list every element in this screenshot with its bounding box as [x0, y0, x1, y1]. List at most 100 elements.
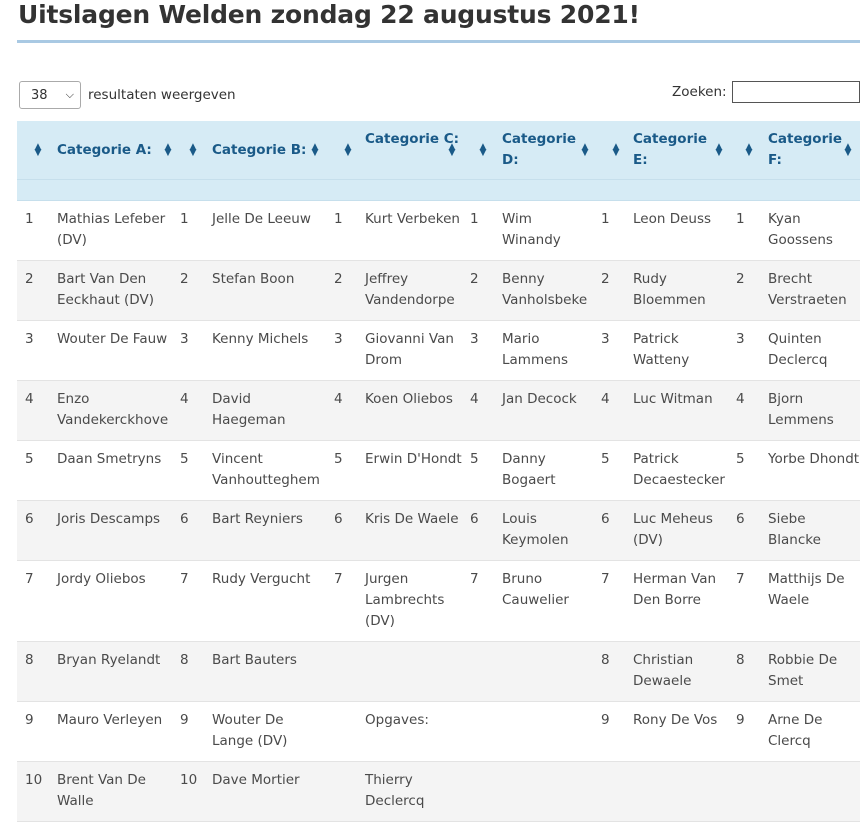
rank-cell: 9 [601, 712, 610, 728]
rank-cell: 7 [25, 571, 34, 587]
name-cell: Stefan Boon [212, 271, 295, 287]
sort-icon[interactable]: ▲ ▼ [311, 142, 319, 158]
name-cell: Bart Reyniers [212, 511, 303, 527]
rank-cell: 1 [601, 211, 610, 227]
name-cell: Herman Van Den Borre [633, 571, 717, 608]
name-cell: Christian Dewaele [633, 652, 694, 689]
name-cell: Dave Mortier [212, 772, 300, 788]
rank-cell: 2 [334, 271, 343, 287]
table-row: 7 Jordy Oliebos 7 Rudy Vergucht 7 Jurgen Lamb… [17, 561, 860, 642]
sort-icon[interactable]: ▲ ▼ [344, 142, 352, 158]
rank-cell: 9 [736, 712, 745, 728]
name-cell: Arne De Clercq [768, 712, 823, 749]
sort-icon[interactable]: ▲ ▼ [164, 142, 172, 158]
name-cell: Kyan Goossens [768, 211, 833, 248]
rank-cell: 1 [25, 211, 34, 227]
name-cell: Danny Bogaert [502, 451, 556, 488]
column-header[interactable]: Categorie A: [57, 142, 152, 158]
name-cell: Erwin D'Hondt [365, 451, 462, 467]
sort-icon[interactable]: ▲ ▼ [715, 142, 723, 158]
name-cell: Brent Van De Walle [57, 772, 146, 809]
name-cell: Yorbe Dhondt [768, 451, 860, 467]
page-length-control: 38 ⌵ resultaten weergeven [19, 81, 236, 109]
rank-cell: 10 [25, 772, 43, 788]
rank-cell: 1 [334, 211, 343, 227]
name-cell: Benny Vanholsbeke [502, 271, 588, 308]
rank-cell: 2 [736, 271, 745, 287]
name-cell: Daan Smetryns [57, 451, 162, 467]
name-cell: Jan Decock [502, 391, 577, 407]
name-cell: Wouter De Lange (DV) [212, 712, 288, 749]
sort-icon[interactable]: ▲ ▼ [745, 142, 753, 158]
title-divider [17, 40, 860, 43]
table-row: 5 Daan Smetryns 5 Vincent Vanhoutteghem 5 Erw… [17, 441, 860, 501]
table-row: 4 Enzo Vandekerckhove 4 David Haegeman 4 Koen… [17, 381, 860, 441]
rank-cell: 6 [25, 511, 34, 527]
sort-icon[interactable]: ▲ ▼ [448, 142, 456, 158]
sort-icon[interactable]: ▲ ▼ [479, 142, 487, 158]
table-row: 8 Bryan Ryelandt 8 Bart Bauters 8 Christian D… [17, 642, 860, 702]
rank-cell: 4 [470, 391, 479, 407]
rank-cell: 1 [736, 211, 745, 227]
rank-cell: 4 [180, 391, 189, 407]
sort-icon[interactable]: ▲ ▼ [34, 142, 42, 158]
rank-cell: 3 [470, 331, 479, 347]
column-header[interactable]: Categorie C: [365, 131, 460, 147]
sort-icon[interactable]: ▲ ▼ [844, 142, 852, 158]
name-cell: Bryan Ryelandt [57, 652, 161, 668]
rank-cell: 3 [25, 331, 34, 347]
name-cell: Bruno Cauwelier [502, 571, 569, 608]
name-cell: Jordy Oliebos [57, 571, 146, 587]
rank-cell: 6 [736, 511, 745, 527]
name-cell: Luc Witman [633, 391, 713, 407]
sort-icon[interactable]: ▲ ▼ [189, 142, 197, 158]
rank-cell: 8 [25, 652, 34, 668]
name-cell: Opgaves: [365, 712, 429, 728]
rank-cell: 2 [470, 271, 479, 287]
name-cell: Joris Descamps [57, 511, 161, 527]
rank-cell: 6 [601, 511, 610, 527]
page-length-select[interactable]: 38 ⌵ [19, 81, 81, 109]
column-header[interactable]: Categorie B: [212, 142, 307, 158]
name-cell: Quinten Declercq [768, 331, 828, 368]
rank-cell: 8 [601, 652, 610, 668]
rank-cell: 5 [601, 451, 610, 467]
page-title: Uitslagen Welden zondag 22 augustus 2021… [18, 0, 640, 29]
sort-icon[interactable]: ▲ ▼ [612, 142, 620, 158]
sort-icon[interactable]: ▲ ▼ [581, 142, 589, 158]
column-header[interactable]: Categorie D: [502, 131, 577, 168]
name-cell: Rony De Vos [633, 712, 718, 728]
name-cell: Siebe Blancke [768, 511, 821, 548]
rank-cell: 3 [601, 331, 610, 347]
table-row: 2 Bart Van Den Eeckhaut (DV) 2 Stefan Boon 2… [17, 261, 860, 321]
search-input[interactable] [731, 81, 860, 103]
column-header[interactable]: Categorie F: [768, 131, 843, 168]
table-row: 3 Wouter De Fauw 3 Kenny Michels 3 Giovanni V… [17, 321, 860, 381]
search-label: Zoeken: [672, 84, 727, 100]
name-cell: Jelle De Leeuw [212, 211, 311, 227]
rank-cell: 7 [334, 571, 343, 587]
name-cell: Kurt Verbeken [365, 211, 460, 227]
name-cell: Enzo Vandekerckhove [57, 391, 169, 428]
name-cell: Wim Winandy [502, 211, 561, 248]
rank-cell: 3 [334, 331, 343, 347]
chevron-down-icon: ⌵ [65, 88, 74, 101]
name-cell: Patrick Watteny [633, 331, 690, 368]
column-header[interactable]: Categorie E: [633, 131, 708, 168]
rank-cell: 6 [334, 511, 343, 527]
name-cell: Robbie De Smet [768, 652, 838, 689]
page-length-value: 38 [31, 87, 48, 103]
name-cell: Kris De Waele [365, 511, 459, 527]
table-row: 1 Mathias Lefeber (DV) 1 Jelle De Leeuw 1 Kur… [17, 201, 860, 261]
name-cell: Jurgen Lambrechts (DV) [365, 571, 445, 629]
name-cell: Koen Oliebos [365, 391, 453, 407]
rank-cell: 4 [736, 391, 745, 407]
table-row: 10 Brent Van De Walle 10 Dave Mortier Thierr… [17, 762, 860, 822]
rank-cell: 5 [470, 451, 479, 467]
name-cell: Vincent Vanhoutteghem [212, 451, 320, 488]
rank-cell: 10 [180, 772, 198, 788]
table-header-filler-row [17, 180, 860, 201]
rank-cell: 9 [180, 712, 189, 728]
name-cell: Jeffrey Vandendorpe [365, 271, 455, 308]
rank-cell: 3 [736, 331, 745, 347]
